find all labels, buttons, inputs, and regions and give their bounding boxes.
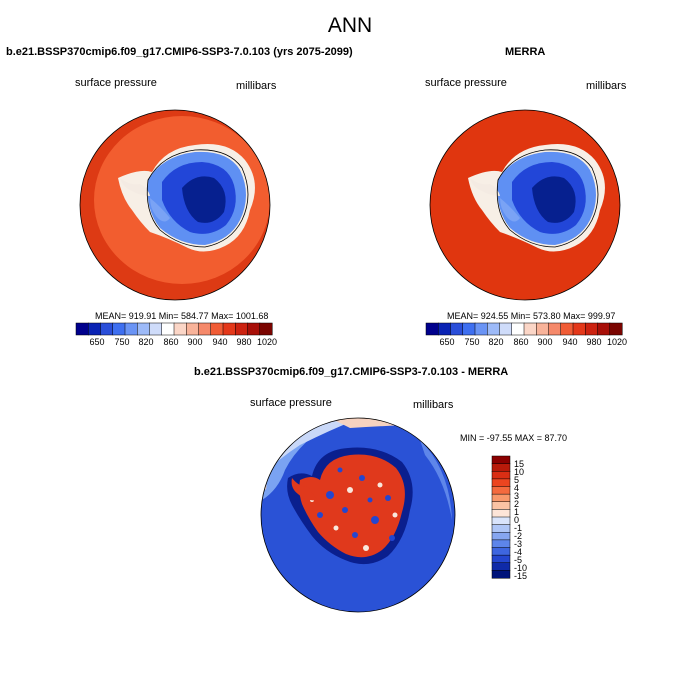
cb1-tick: 650 xyxy=(89,337,105,347)
cb1-tick: 980 xyxy=(236,337,252,347)
panel-1-title: b.e21.BSSP370cmip6.f09_g17.CMIP6-SSP3-7.… xyxy=(6,46,353,58)
colorbar-swatch xyxy=(491,478,511,488)
cb1-tick: 940 xyxy=(212,337,228,347)
colorbar-swatch xyxy=(491,509,511,518)
cb1-tick: 900 xyxy=(187,337,203,347)
colorbar-swatch xyxy=(609,322,623,336)
colorbar-swatch xyxy=(491,554,511,564)
cb1-tick: 1020 xyxy=(256,337,278,347)
panel-3-stats: MIN = -97.55 MAX = 87.70 xyxy=(460,433,568,443)
panel-1-stats: MEAN= 919.91 Min= 584.77 Max= 1001.68 xyxy=(95,311,269,321)
colorbar-swatch xyxy=(491,501,511,510)
panel-3-units-label: millibars xyxy=(413,399,454,411)
panel-2-variable-label: surface pressure xyxy=(425,77,507,89)
panel-3-variable-label: surface pressure xyxy=(250,397,332,409)
cb3-tick: 15 xyxy=(514,459,525,469)
panel-3-colorbar xyxy=(491,455,511,579)
colorbar-swatch xyxy=(491,532,511,541)
colorbar-swatch xyxy=(491,539,511,549)
colorbar-swatch xyxy=(491,463,511,472)
panel-1-colorbar-ticks: 650 750 820 860 900 940 980 1020 xyxy=(76,337,277,349)
colorbar-swatch xyxy=(491,516,511,526)
panel-3-title: b.e21.BSSP370cmip6.f09_g17.CMIP6-SSP3-7.… xyxy=(194,366,509,378)
cb2-tick: 980 xyxy=(586,337,602,347)
cb3-tick: -4 xyxy=(514,547,523,557)
cb2-tick: 900 xyxy=(537,337,553,347)
colorbar-swatch xyxy=(491,455,511,465)
colorbar-swatch xyxy=(491,471,511,480)
panel-2-stats: MEAN= 924.55 Min= 573.80 Max= 999.97 xyxy=(447,311,616,321)
colorbar-swatch xyxy=(491,570,511,579)
cb2-tick: 820 xyxy=(488,337,504,347)
panel-2-units-label: millibars xyxy=(586,80,627,92)
cb2-tick: 750 xyxy=(464,337,480,347)
panel-3-colorbar-ticks: 15 10 5 4 3 2 1 0 -1 -2 -3 -4 -5 -10 -15 xyxy=(514,456,544,581)
cb3-tick: -1 xyxy=(514,523,523,533)
cb2-tick: 650 xyxy=(439,337,455,347)
colorbar-swatch xyxy=(491,493,511,503)
cb3-tick: 2 xyxy=(514,499,520,509)
main-title: ANN xyxy=(327,14,373,37)
colorbar-swatch xyxy=(491,524,511,533)
cb3-tick: -10 xyxy=(514,563,528,573)
cb3-tick: 1 xyxy=(514,507,520,517)
cb3-tick: -2 xyxy=(514,531,523,541)
cb3-tick: -3 xyxy=(514,539,523,549)
cb3-tick: 10 xyxy=(514,467,525,477)
cb3-tick: 4 xyxy=(514,483,520,493)
cb3-tick: -15 xyxy=(514,571,528,581)
panel-1-colorbar xyxy=(75,322,273,336)
panel-2-colorbar-ticks: 650 750 820 860 900 940 980 1020 xyxy=(426,337,627,349)
panel-1-units-label: millibars xyxy=(236,80,277,92)
colorbar-swatch xyxy=(259,322,273,336)
colorbar-swatch xyxy=(491,547,511,556)
panel-2-colorbar xyxy=(425,322,623,336)
cb2-tick: 1020 xyxy=(606,337,628,347)
cb2-tick: 940 xyxy=(562,337,578,347)
colorbar-swatch xyxy=(491,486,511,495)
cb1-tick: 860 xyxy=(163,337,179,347)
panel-2-title: MERRA xyxy=(505,46,546,58)
cb1-tick: 820 xyxy=(138,337,154,347)
cb3-tick: -5 xyxy=(514,555,523,565)
cb1-tick: 750 xyxy=(114,337,130,347)
colorbar-swatch xyxy=(491,562,511,571)
cb3-tick: 0 xyxy=(514,515,520,525)
cb3-tick: 5 xyxy=(514,475,520,485)
cb2-tick: 860 xyxy=(513,337,529,347)
panel-1-variable-label: surface pressure xyxy=(75,77,157,89)
cb3-tick: 3 xyxy=(514,491,520,501)
